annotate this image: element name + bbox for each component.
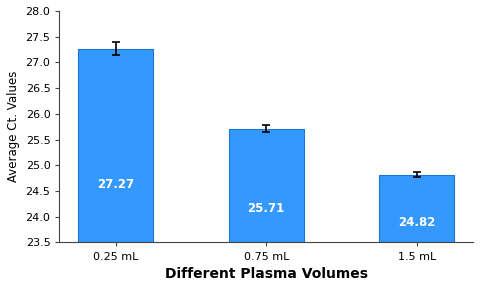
Bar <box>78 48 154 242</box>
X-axis label: Different Plasma Volumes: Different Plasma Volumes <box>165 267 368 281</box>
Text: 25.71: 25.71 <box>248 202 285 215</box>
Text: 27.27: 27.27 <box>97 178 134 191</box>
Bar <box>379 175 454 242</box>
Text: 24.82: 24.82 <box>398 216 435 229</box>
Bar <box>228 129 304 242</box>
Y-axis label: Average Ct. Values: Average Ct. Values <box>7 71 20 182</box>
